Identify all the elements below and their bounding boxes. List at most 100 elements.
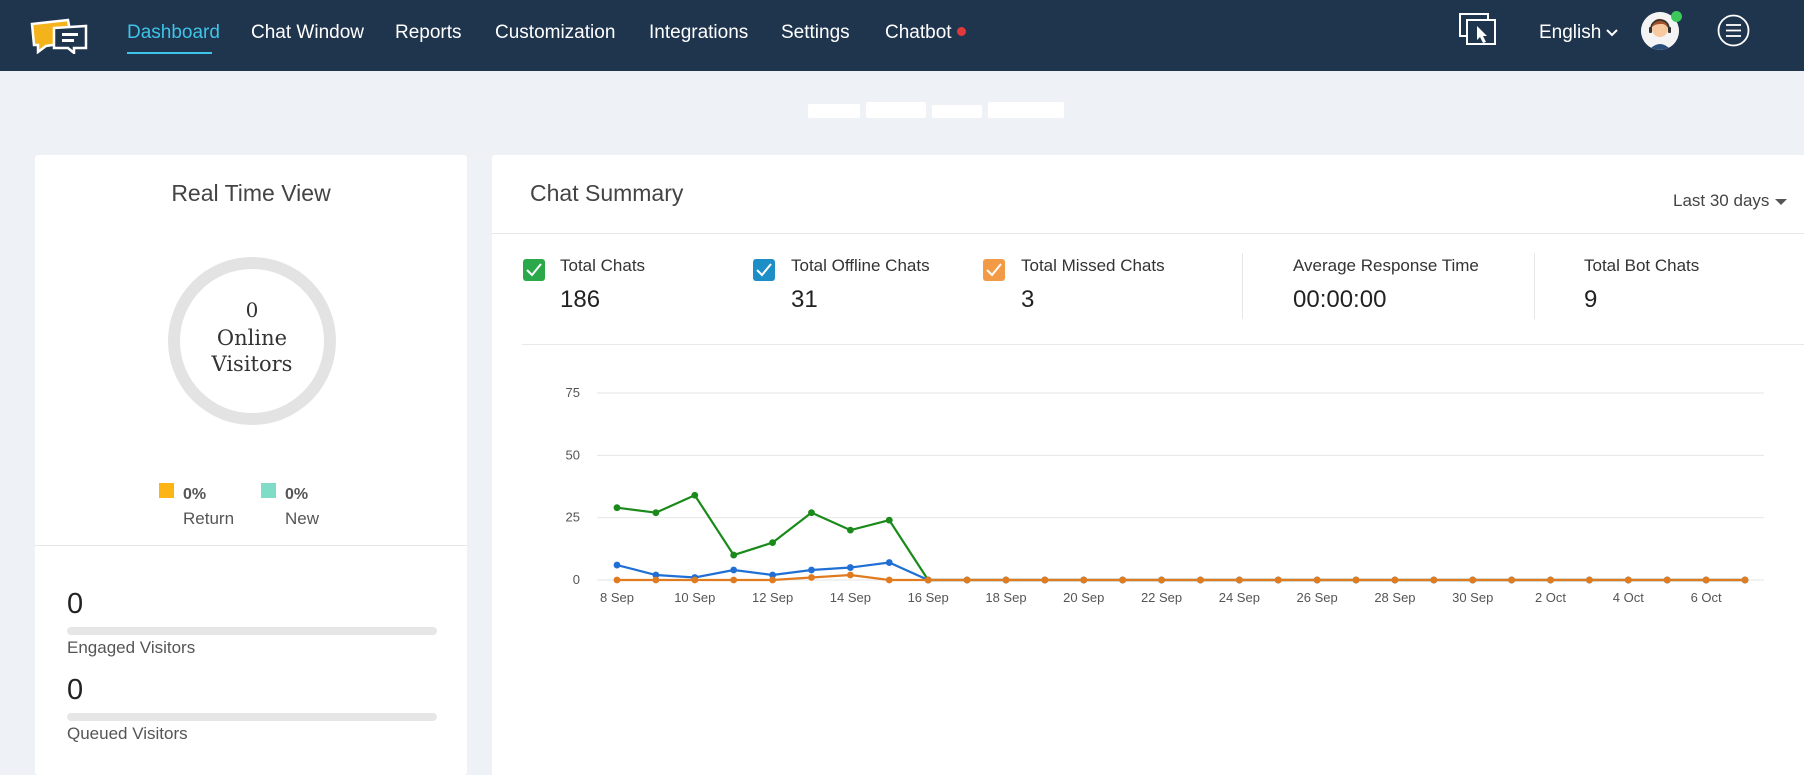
total-chats-value: 186 xyxy=(560,286,601,313)
online-visitors-label-line2: Visitors xyxy=(211,352,293,376)
chevron-down-icon xyxy=(1606,29,1619,37)
series-line-2 xyxy=(617,573,1745,582)
series-2-point xyxy=(808,574,815,581)
series-2-point xyxy=(1197,576,1204,584)
nav-reports[interactable]: Reports xyxy=(395,22,462,43)
y-tick-label: 50 xyxy=(566,447,580,462)
date-range-label: Last 30 days xyxy=(1673,191,1770,210)
series-2-point xyxy=(1469,576,1477,584)
x-tick-label: 18 Sep xyxy=(985,590,1026,605)
series-0-point xyxy=(808,509,815,517)
x-tick-label: 20 Sep xyxy=(1063,590,1104,605)
new-percent: 0% xyxy=(285,486,309,503)
hamburger-menu-icon[interactable] xyxy=(1717,14,1750,47)
missed-chats-label: Total Missed Chats xyxy=(1021,256,1165,275)
agent-avatar-icon xyxy=(1641,12,1679,50)
x-tick-label: 12 Sep xyxy=(752,590,793,605)
active-tab-underline xyxy=(127,52,212,54)
series-2-point xyxy=(1547,576,1554,584)
series-2-point xyxy=(1741,576,1749,584)
chat-summary-line-chart: 0 25 50 75 8 Sep 10 Sep 12 Sep 14 Sep 16 Sep 18 S… xyxy=(566,385,1764,605)
real-time-view-title: Real Time View xyxy=(171,180,331,206)
stat-separator xyxy=(1534,253,1535,319)
stat-separator xyxy=(1242,253,1243,319)
checkmark-icon xyxy=(986,263,1002,277)
series-2-point xyxy=(1119,576,1127,584)
series-2-point xyxy=(924,576,932,584)
series-0-point xyxy=(613,504,621,512)
x-tick-label: 10 Sep xyxy=(674,590,715,605)
x-tick-label: 14 Sep xyxy=(830,590,871,605)
y-tick-label: 75 xyxy=(566,385,580,400)
series-2-point xyxy=(1080,576,1088,584)
series-2-point xyxy=(1158,576,1165,584)
series-0-point xyxy=(769,539,776,546)
notification-dot-icon xyxy=(956,27,966,37)
return-percent: 0% xyxy=(183,486,207,503)
missed-chats-value: 3 xyxy=(1021,286,1035,313)
bot-chats-label: Total Bot Chats xyxy=(1584,256,1700,275)
return-label: Return xyxy=(183,509,235,528)
nav-settings[interactable]: Settings xyxy=(781,22,850,43)
bot-chats-value: 9 xyxy=(1584,286,1598,313)
chat-bubbles-logo-icon[interactable] xyxy=(28,18,90,54)
nav-integrations[interactable]: Integrations xyxy=(649,22,749,43)
language-selector[interactable]: English xyxy=(1539,22,1619,44)
series-2-point xyxy=(1430,576,1438,584)
series-2-point xyxy=(1041,576,1049,584)
offline-chats-value: 31 xyxy=(791,286,818,313)
series-2-point xyxy=(1235,576,1243,584)
series-2-point xyxy=(769,576,776,584)
nav-dashboard[interactable]: Dashboard xyxy=(127,22,220,43)
series-2-point xyxy=(1586,576,1593,584)
series-1-point xyxy=(730,566,738,574)
new-label: New xyxy=(285,509,320,528)
x-tick-label: 2 Oct xyxy=(1535,590,1566,605)
total-chats-checkbox[interactable] xyxy=(523,259,545,281)
user-avatar[interactable] xyxy=(1641,12,1679,50)
series-2-point xyxy=(1508,576,1516,584)
series-1-point xyxy=(808,566,815,574)
language-label: English xyxy=(1539,22,1602,43)
series-2-point xyxy=(963,576,971,584)
series-0-point xyxy=(652,509,660,517)
series-2-point xyxy=(652,576,660,584)
series-2-point xyxy=(846,571,854,579)
nav-chatbot[interactable]: Chatbot xyxy=(885,22,966,44)
nav-chatbot-label: Chatbot xyxy=(885,22,952,43)
cobrowse-pointer-icon[interactable] xyxy=(1458,12,1498,48)
missed-chats-checkbox[interactable] xyxy=(983,259,1005,281)
date-range-dropdown[interactable]: Last 30 days xyxy=(1673,191,1788,211)
x-tick-label: 26 Sep xyxy=(1297,590,1338,605)
online-status-dot xyxy=(1671,11,1682,22)
offline-chats-label: Total Offline Chats xyxy=(791,256,930,275)
series-0-point xyxy=(846,526,854,534)
online-visitors-count: 0 xyxy=(245,298,259,322)
series-2-point xyxy=(1352,576,1360,584)
x-tick-label: 22 Sep xyxy=(1141,590,1182,605)
series-0-point xyxy=(691,491,699,499)
nav-chat-window[interactable]: Chat Window xyxy=(251,22,364,43)
series-2-point xyxy=(885,576,893,584)
x-tick-label: 30 Sep xyxy=(1452,590,1493,605)
new-legend-swatch xyxy=(261,483,276,498)
y-tick-label: 25 xyxy=(566,510,580,525)
avg-response-time-label: Average Response Time xyxy=(1293,256,1479,275)
real-time-divider xyxy=(35,545,467,546)
checkmark-icon xyxy=(526,263,542,277)
series-line-0 xyxy=(616,493,1745,582)
return-legend-swatch xyxy=(159,483,174,498)
checkmark-icon xyxy=(756,263,772,277)
caret-down-icon xyxy=(1775,198,1788,205)
x-tick-label: 6 Oct xyxy=(1691,590,1722,605)
series-2-point xyxy=(613,576,621,584)
series-0-point xyxy=(730,551,738,559)
series-2-point xyxy=(1002,576,1010,584)
chat-summary-panel: Chat Summary Last 30 days Total Chats 18… xyxy=(492,155,1804,775)
offline-chats-checkbox[interactable] xyxy=(753,259,775,281)
nav-customization[interactable]: Customization xyxy=(495,22,616,43)
queued-visitors-label: Queued Visitors xyxy=(67,724,188,743)
x-tick-label: 24 Sep xyxy=(1219,590,1260,605)
engaged-visitors-count: 0 xyxy=(67,588,84,620)
online-visitors-ring xyxy=(168,257,336,425)
